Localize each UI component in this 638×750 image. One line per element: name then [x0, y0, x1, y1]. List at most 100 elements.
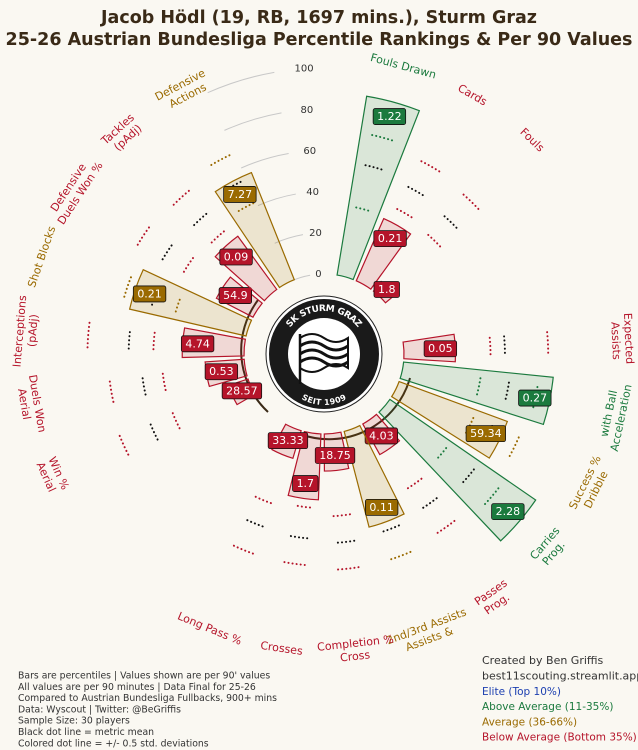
value-label-box [218, 287, 252, 304]
value-label-box [223, 186, 257, 203]
category-label-line: Cross [339, 648, 374, 665]
category-label-line: Aerial [15, 387, 34, 424]
mean-line [419, 497, 438, 511]
credit: Created by Ben Griffis [482, 654, 604, 667]
value-label: 2.28 [496, 505, 521, 518]
category-label: Interceptions (pAdj) [10, 291, 42, 369]
mean-line [148, 420, 159, 441]
value-label-box [292, 475, 319, 492]
r-tick-label: 20 [309, 228, 322, 239]
grid-line [257, 193, 296, 207]
mean-line [443, 215, 460, 231]
value-label: 0.21 [378, 232, 403, 245]
std-line [281, 560, 306, 566]
footnote: Colored dot line = +/- 0.5 std. deviatio… [18, 738, 209, 749]
value-label-box [132, 285, 167, 303]
chart-title: Jacob Hödl (19, RB, 1697 mins.), Sturm G… [100, 8, 537, 28]
value-label: 1.8 [378, 283, 396, 296]
legend-entry: Average (36-66%) [482, 716, 577, 728]
std-line [355, 206, 373, 213]
value-label-box [314, 447, 356, 464]
bar [336, 95, 421, 281]
mean-line [364, 164, 387, 172]
value-label: 0.53 [209, 365, 234, 378]
value-label-box [423, 340, 458, 358]
r-tick-label: 40 [306, 187, 319, 198]
value-label: 0.27 [523, 392, 548, 405]
std-line [210, 230, 225, 244]
std-line [293, 504, 312, 509]
std-line [507, 436, 520, 459]
value-label-box [204, 363, 239, 381]
mean-line [193, 211, 210, 227]
std-line [117, 432, 130, 456]
grid-line [240, 153, 289, 169]
value-label: 0.11 [369, 501, 394, 514]
value-label: 4.74 [185, 337, 210, 350]
value-label: 28.57 [226, 384, 258, 397]
std-line [123, 275, 133, 298]
category-label: Expected Assists [608, 312, 636, 368]
std-line [254, 495, 272, 505]
value-label: 0.05 [428, 342, 453, 355]
category-label-line: (pAdj) [25, 314, 41, 348]
footnote: Data: Wyscout | Twitter: @BeGriffis [18, 704, 181, 715]
std-line [86, 321, 91, 349]
std-line [335, 566, 360, 571]
std-line [462, 193, 481, 212]
mean-line [459, 468, 475, 486]
r-tick-label: 100 [295, 64, 314, 75]
mean-line [503, 381, 510, 403]
footnote: Bars are percentiles | Values shown are … [18, 671, 270, 682]
std-line [476, 377, 482, 396]
std-line [435, 519, 456, 535]
std-line [108, 378, 115, 403]
std-line [546, 331, 550, 357]
value-label: 0.09 [224, 251, 249, 264]
mean-line [243, 518, 264, 528]
grid-line [274, 234, 304, 244]
bar [399, 361, 554, 426]
value-label: 4.03 [369, 429, 394, 442]
std-line [172, 188, 192, 206]
category-label: Crosses [260, 639, 304, 658]
footnote: Sample Size: 30 players [18, 716, 130, 727]
std-line [171, 411, 181, 430]
value-label-box [267, 432, 309, 450]
mean-line [287, 534, 309, 540]
grid-line [224, 112, 282, 131]
std-line [161, 372, 167, 391]
value-label-box [221, 382, 263, 400]
value-label-box [491, 503, 525, 520]
logo: SK STURM GRAZ SEIT 1909 [240, 295, 411, 441]
value-label-box [219, 248, 253, 266]
std-line [406, 477, 423, 490]
std-line [371, 134, 396, 143]
std-line [488, 336, 492, 357]
mean-line [127, 327, 132, 350]
category-label-line: Expected [621, 312, 636, 367]
mean-line [503, 335, 506, 357]
mean-line [407, 185, 427, 198]
std-line [434, 447, 448, 462]
grid-line [207, 71, 275, 94]
std-line [136, 224, 152, 246]
value-label-box [365, 499, 399, 516]
std-line [427, 233, 442, 248]
value-label: 54.9 [223, 289, 248, 302]
value-label-box [372, 108, 407, 125]
value-label: 59.34 [470, 427, 502, 440]
legend-entry: Elite (Top 10%) [482, 686, 561, 698]
mean-line [141, 374, 147, 396]
std-line [396, 208, 413, 219]
mean-line [161, 241, 175, 261]
logo-stripes [299, 340, 349, 368]
credit: best11scouting.streamlit.app [482, 670, 638, 683]
mean-line [379, 524, 400, 534]
mean-line [333, 539, 356, 544]
value-label: 0.21 [137, 287, 162, 300]
r-tick-label: 80 [301, 105, 314, 116]
value-label-box [373, 230, 407, 248]
